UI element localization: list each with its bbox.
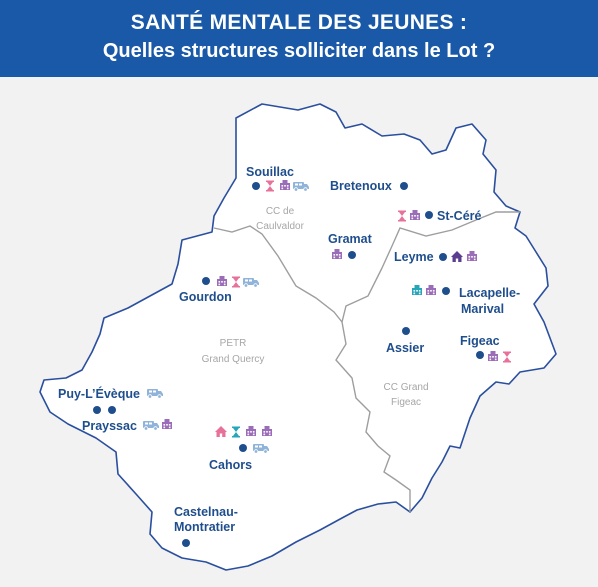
lot-map: CC de Caulvaldor PETR Grand Quercy CC Gr… [39, 103, 557, 571]
city-dot-gramat [348, 251, 356, 259]
zone-caulvaldor-line1: CC de [266, 206, 295, 217]
border-caulvaldor-grandquercy [213, 225, 343, 323]
city-label-cahors: Cahors [209, 458, 252, 472]
city-label-prayssac: Prayssac [82, 419, 137, 433]
city-dot-castelnau [182, 539, 190, 547]
city-label-assier: Assier [386, 341, 424, 355]
city-dot-lacapelle [442, 287, 450, 295]
city-dot-bretenoux [400, 182, 408, 190]
city-dot-prayssac [108, 406, 116, 414]
city-dot-puy-leveque [93, 406, 101, 414]
city-dot-st-cere [425, 211, 433, 219]
city-dot-figeac [476, 351, 484, 359]
city-label-gramat: Gramat [328, 232, 373, 246]
city-label-castelnau-line2: Montratier [174, 520, 235, 534]
city-label-gourdon: Gourdon [179, 290, 232, 304]
zone-caulvaldor-line2: Caulvaldor [256, 221, 304, 232]
zone-grandfigeac-line2: Figeac [391, 397, 421, 408]
title-line-1: SANTÉ MENTALE DES JEUNES : [130, 11, 468, 34]
city-label-st-cere: St-Céré [437, 209, 482, 223]
border-grandquercy-figeac [335, 321, 411, 512]
city-label-bretenoux: Bretenoux [330, 179, 392, 193]
city-dot-assier [402, 327, 410, 335]
city-dot-gourdon [202, 277, 210, 285]
zone-grandfigeac-line1: CC Grand [383, 382, 428, 393]
border-caulvaldor-figeac [341, 211, 520, 323]
zone-grandquercy-line1: PETR [220, 338, 247, 349]
department-outline [39, 103, 557, 571]
title-line-2: Quelles structures solliciter dans le Lo… [102, 40, 496, 62]
header-banner: SANTÉ MENTALE DES JEUNES : Quelles struc… [0, 0, 598, 77]
city-label-puy-leveque: Puy-L’Évèque [58, 386, 140, 401]
city-dot-souillac [252, 182, 260, 190]
city-label-souillac: Souillac [246, 165, 294, 179]
city-dot-cahors [239, 444, 247, 452]
city-label-figeac: Figeac [460, 334, 500, 348]
city-label-lacapelle-line2: Marival [461, 302, 504, 316]
city-label-lacapelle-line1: Lacapelle- [459, 286, 520, 300]
city-label-leyme: Leyme [394, 250, 434, 264]
city-label-castelnau-line1: Castelnau- [174, 505, 238, 519]
zone-grandquercy-line2: Grand Quercy [202, 354, 265, 365]
city-dot-leyme [439, 253, 447, 261]
